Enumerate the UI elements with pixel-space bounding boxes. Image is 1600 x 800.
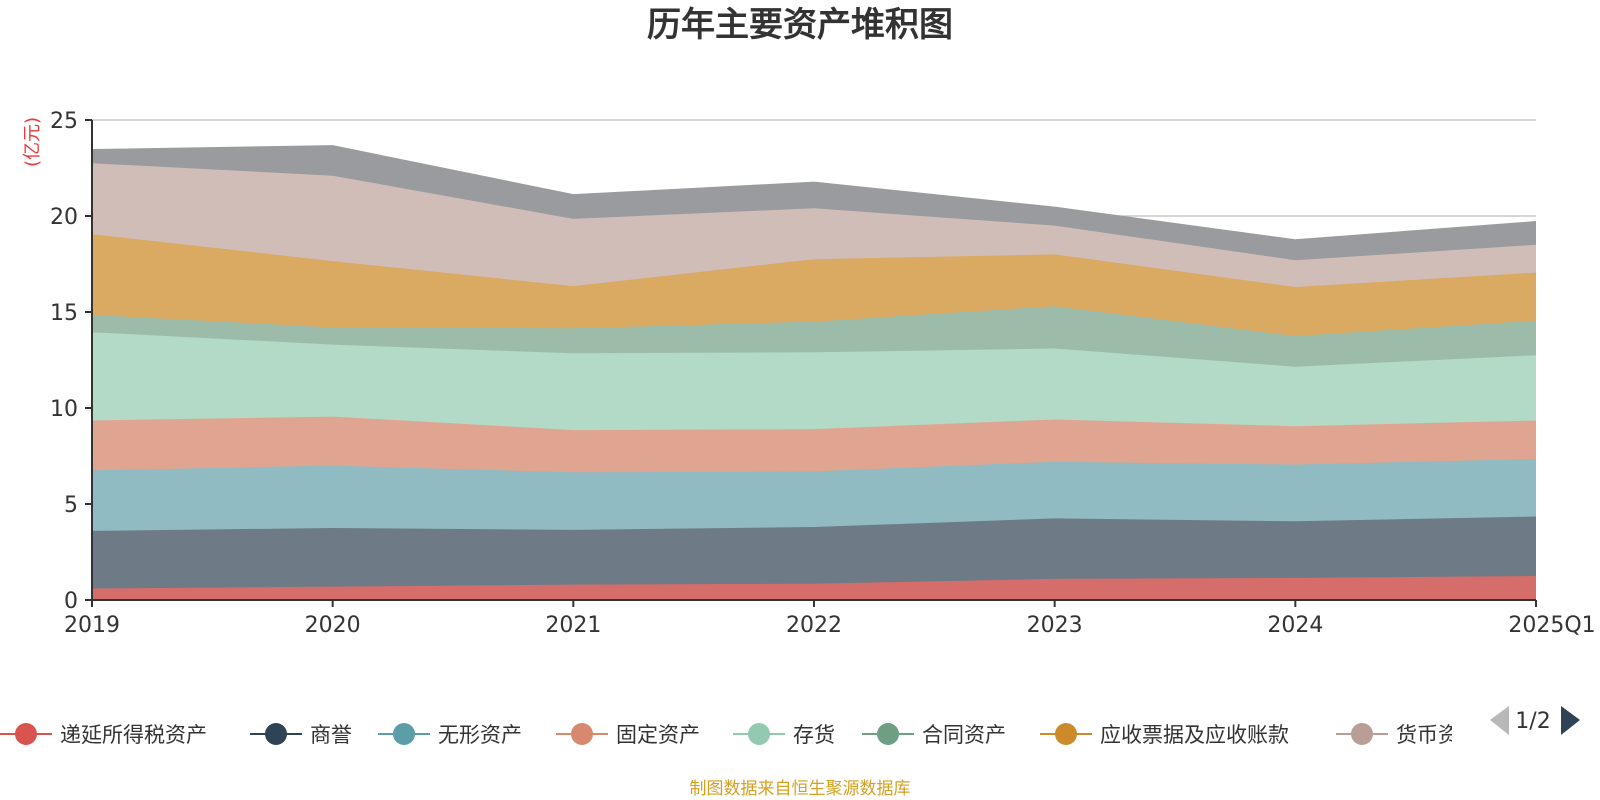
legend-marker bbox=[748, 723, 770, 745]
area-series-3[interactable] bbox=[92, 416, 1536, 473]
legend-marker bbox=[1351, 723, 1373, 745]
legend-item-1[interactable]: 商誉 bbox=[250, 723, 352, 747]
x-tick-label-4: 2023 bbox=[1027, 613, 1083, 638]
legend-page-indicator: 1/2 bbox=[1515, 709, 1550, 734]
legend-label: 递延所得税资产 bbox=[60, 723, 207, 747]
legend-label: 商誉 bbox=[310, 723, 352, 747]
legend-marker bbox=[15, 723, 37, 745]
area-series-2[interactable] bbox=[92, 458, 1536, 531]
legend-marker bbox=[877, 723, 899, 745]
legend: 递延所得税资产 商誉 无形资产 固定资产 存货 合同资产 应收票据及应收账款 货币资金 bbox=[0, 723, 1480, 747]
y-tick-label-4: 20 bbox=[50, 205, 78, 230]
area-series-8[interactable] bbox=[92, 145, 1536, 261]
legend-item-3[interactable]: 固定资产 bbox=[556, 723, 700, 747]
legend-label: 合同资产 bbox=[922, 723, 1006, 747]
area-series-4[interactable] bbox=[92, 332, 1536, 431]
y-tick-label-3: 15 bbox=[50, 301, 78, 326]
legend-label: 货币资金 bbox=[1396, 723, 1480, 747]
area-series-6[interactable] bbox=[92, 234, 1536, 336]
area-series-1[interactable] bbox=[92, 516, 1536, 589]
legend-marker bbox=[1055, 723, 1077, 745]
area-edge-8 bbox=[91, 145, 1537, 241]
legend-label: 存货 bbox=[793, 723, 835, 747]
triangle-left-icon[interactable] bbox=[1490, 706, 1509, 735]
stacked-areas bbox=[91, 145, 1537, 600]
y-tick-label-5: 25 bbox=[50, 109, 78, 134]
triangle-right-icon[interactable] bbox=[1561, 706, 1580, 735]
legend-marker bbox=[265, 723, 287, 745]
x-tick-label-3: 2022 bbox=[786, 613, 842, 638]
legend-item-6[interactable]: 应收票据及应收账款 bbox=[1040, 723, 1289, 747]
legend-item-5[interactable]: 合同资产 bbox=[862, 723, 1006, 747]
legend-label: 无形资产 bbox=[438, 723, 522, 747]
x-tick-label-2: 2021 bbox=[545, 613, 601, 638]
y-tick-label-1: 5 bbox=[64, 493, 78, 518]
legend-item-4[interactable]: 存货 bbox=[733, 723, 835, 747]
y-tick-label-2: 10 bbox=[50, 397, 78, 422]
legend-label: 固定资产 bbox=[616, 723, 700, 747]
legend-item-0[interactable]: 递延所得税资产 bbox=[0, 723, 207, 747]
legend-item-7[interactable]: 货币资金 bbox=[1336, 723, 1480, 747]
x-tick-label-6: 2025Q1 bbox=[1508, 613, 1595, 638]
data-source-note: 制图数据来自恒生聚源数据库 bbox=[689, 779, 911, 799]
axes: 0 5 10 15 20 25 2019 2020 2021 2022 2023 2024 2025Q1 bbox=[50, 109, 1596, 638]
area-series-0[interactable] bbox=[92, 576, 1536, 600]
y-axis-unit-label: (亿元) bbox=[22, 117, 43, 167]
area-series-7[interactable] bbox=[92, 163, 1536, 287]
legend-marker bbox=[571, 723, 593, 745]
x-tick-label-1: 2020 bbox=[305, 613, 361, 638]
x-tick-label-5: 2024 bbox=[1267, 613, 1323, 638]
legend-label: 应收票据及应收账款 bbox=[1100, 723, 1289, 747]
y-tick-label-0: 0 bbox=[64, 589, 78, 614]
chart-title: 历年主要资产堆积图 bbox=[647, 5, 953, 45]
legend-item-2[interactable]: 无形资产 bbox=[378, 723, 522, 747]
legend-marker bbox=[393, 723, 415, 745]
x-tick-label-0: 2019 bbox=[64, 613, 120, 638]
legend-pager: 1/2 bbox=[1490, 706, 1580, 735]
